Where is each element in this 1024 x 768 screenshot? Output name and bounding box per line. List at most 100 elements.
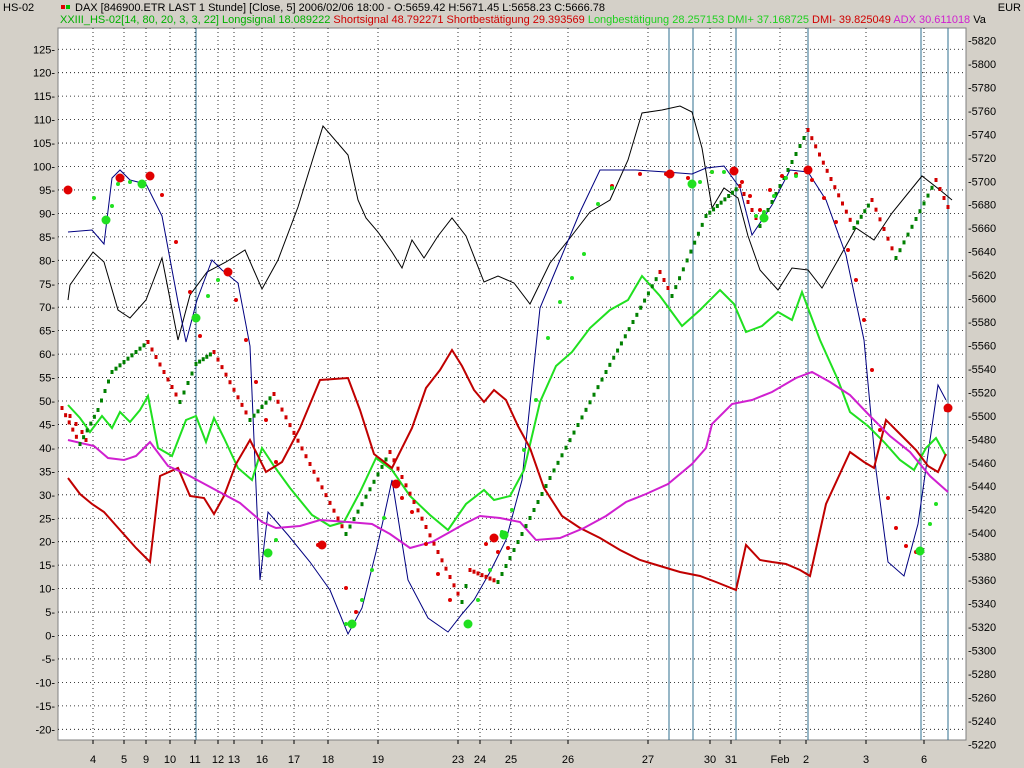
- series-line-3: [67, 348, 947, 592]
- brick-mark: [548, 476, 552, 480]
- brick-mark: [468, 568, 472, 572]
- right-tick-label: -5240: [968, 716, 996, 728]
- brick-mark: [412, 500, 416, 504]
- series-line-0: [67, 105, 953, 341]
- brick-mark: [650, 284, 654, 289]
- brick-mark: [596, 385, 600, 390]
- signal-dot-red: [878, 428, 882, 432]
- signal-dot-green: [360, 598, 364, 602]
- brick-mark: [78, 442, 82, 446]
- brick-mark: [448, 575, 452, 579]
- signal-dot-red: [274, 460, 278, 464]
- right-tick-label: -5560: [968, 340, 996, 352]
- left-tick-label: 60-: [39, 349, 55, 361]
- brick-mark: [67, 420, 71, 425]
- brick-mark: [946, 205, 950, 209]
- brick-mark: [833, 185, 837, 190]
- brick-mark: [619, 341, 623, 346]
- brick-mark: [328, 500, 332, 505]
- right-tick-label: -5440: [968, 481, 996, 493]
- brick-mark: [730, 190, 734, 195]
- signal-dot-green: [928, 522, 932, 526]
- brick-mark: [456, 591, 460, 596]
- brick-mark: [874, 207, 878, 212]
- brick-mark: [364, 494, 368, 499]
- brick-mark: [107, 379, 110, 384]
- left-tick-label: 105-: [33, 138, 55, 150]
- brick-mark: [220, 365, 224, 370]
- right-tick-label: -5660: [968, 223, 996, 235]
- long-signal-marker: [137, 179, 147, 189]
- right-tick-label: -5400: [968, 528, 996, 540]
- signal-dot-red: [862, 318, 866, 322]
- right-tick-label: -5340: [968, 599, 996, 611]
- signal-dot-red: [410, 510, 414, 514]
- brick-mark: [228, 380, 232, 385]
- brick-mark: [719, 200, 723, 205]
- x-tick-label: 5: [121, 754, 127, 766]
- signal-dot-red: [904, 544, 908, 548]
- legend-dmi-plus: DMI+ 37.168725: [724, 14, 809, 26]
- brick-mark: [198, 359, 202, 364]
- brick-mark: [488, 576, 492, 581]
- signal-dot-red: [344, 586, 348, 590]
- brick-mark: [74, 434, 78, 439]
- brick-mark: [859, 214, 863, 219]
- brick-mark: [118, 363, 122, 368]
- brick-mark: [416, 508, 420, 513]
- brick-mark: [528, 516, 532, 520]
- brick-mark: [154, 355, 158, 359]
- left-tick-label: 45-: [39, 419, 55, 431]
- brick-mark: [64, 413, 68, 418]
- brick-mark: [150, 347, 154, 352]
- legend-marker-green: [66, 5, 70, 9]
- brick-mark: [130, 353, 134, 358]
- right-tick-label: -5820: [968, 36, 996, 48]
- brick-mark: [568, 438, 572, 443]
- series-line-1: [67, 165, 947, 636]
- x-tick-label: 27: [642, 754, 654, 766]
- signal-dot-green: [710, 170, 714, 174]
- x-tick-label: 12: [212, 754, 224, 766]
- left-tick-label: 65-: [39, 326, 55, 338]
- brick-mark: [100, 398, 103, 403]
- brick-mark: [138, 346, 142, 351]
- signal-dot-red: [780, 174, 784, 178]
- brick-mark: [643, 298, 647, 303]
- brick-mark: [432, 541, 436, 546]
- brick-mark: [902, 240, 906, 245]
- brick-mark: [332, 508, 336, 513]
- brick-mark: [134, 350, 138, 354]
- brick-mark: [84, 438, 88, 442]
- brick-mark: [786, 168, 790, 172]
- brick-mark: [560, 453, 564, 458]
- symbol-label: HS-02: [3, 2, 35, 14]
- brick-mark: [922, 201, 926, 206]
- brick-mark: [798, 144, 802, 148]
- brick-mark: [580, 415, 584, 420]
- brick-mark: [508, 556, 512, 560]
- long-signal-marker: [101, 215, 111, 225]
- brick-mark: [814, 144, 818, 149]
- x-tick-label: Feb: [771, 754, 790, 766]
- brick-mark: [60, 406, 64, 410]
- signal-dot-green: [582, 252, 586, 256]
- signal-dot-green: [784, 176, 788, 180]
- brick-mark: [460, 600, 464, 604]
- signal-dot-green: [762, 210, 766, 214]
- x-tick-label: 13: [228, 754, 240, 766]
- brick-mark: [492, 578, 496, 583]
- x-tick-label: 17: [288, 754, 300, 766]
- brick-mark: [212, 350, 216, 354]
- left-tick-label: 10-: [39, 584, 55, 596]
- series-line-4: [67, 370, 949, 550]
- left-tick-label: 110-: [34, 115, 56, 127]
- brick-mark: [723, 197, 727, 202]
- brick-mark: [825, 168, 829, 173]
- left-tick-label: 20-: [39, 537, 55, 549]
- legend-line-2: XXIII_HS-02[14, 80, 20, 3, 3, 22] Longsi…: [60, 13, 986, 28]
- brick-mark: [252, 413, 256, 418]
- brick-mark: [312, 469, 316, 474]
- brick-mark: [863, 209, 867, 214]
